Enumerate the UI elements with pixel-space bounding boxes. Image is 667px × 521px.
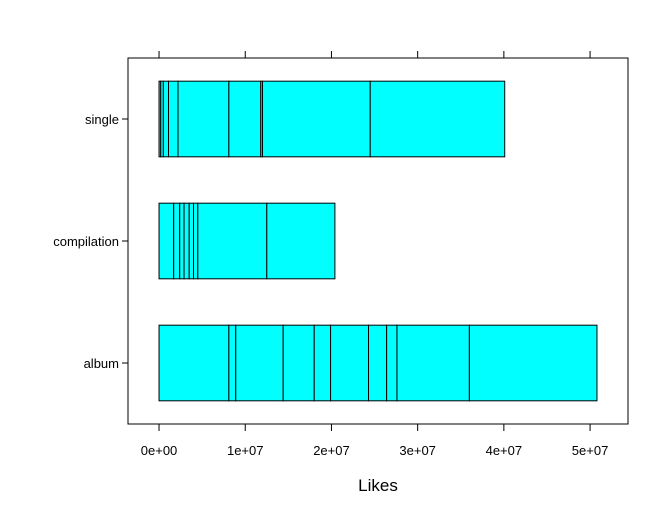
bar-segment-album-7 <box>386 324 398 402</box>
bar-segment-single-4 <box>177 80 230 158</box>
x-tick-label-2: 2e+07 <box>313 443 350 458</box>
bar-segment-single-3 <box>168 80 179 158</box>
y-tick-label-single: single <box>85 112 119 127</box>
bar-segment-album-9 <box>468 324 598 402</box>
bar-segment-album-4 <box>313 324 332 402</box>
bar-segment-compilation-0 <box>158 202 175 280</box>
bar-segment-compilation-7 <box>266 202 336 280</box>
bar-segment-album-3 <box>282 324 315 402</box>
x-axis-top <box>158 51 591 58</box>
bar-segment-compilation-6 <box>197 202 268 280</box>
y-tick-label-compilation: compilation <box>53 234 119 249</box>
x-axis-title: Likes <box>358 476 398 495</box>
bar-segment-album-8 <box>396 324 470 402</box>
bar-segment-album-2 <box>235 324 284 402</box>
bar-segment-compilation-2 <box>179 202 185 280</box>
bar-segment-album-1 <box>228 324 237 402</box>
bar-segment-single-8 <box>369 80 506 158</box>
x-tick-label-1: 1e+07 <box>227 443 264 458</box>
x-tick-label-4: 4e+07 <box>486 443 523 458</box>
bar-segment-album-6 <box>368 324 388 402</box>
bar-segment-single-2 <box>162 80 170 158</box>
x-tick-label-0: 0e+00 <box>141 443 178 458</box>
x-tick-label-5: 5e+07 <box>572 443 609 458</box>
bar-segment-single-7 <box>261 80 371 158</box>
bars-layer <box>158 80 598 402</box>
x-tick-label-3: 3e+07 <box>399 443 436 458</box>
bar-segment-compilation-1 <box>173 202 181 280</box>
y-axis-labels: album compilation single <box>53 112 128 371</box>
x-axis-bottom: 0e+00 1e+07 2e+07 3e+07 4e+07 5e+07 <box>141 424 609 458</box>
bar-segment-single-5 <box>228 80 262 158</box>
y-tick-label-album: album <box>84 356 119 371</box>
bar-segment-album-5 <box>330 324 370 402</box>
bar-segment-compilation-4 <box>188 202 195 280</box>
bar-segment-compilation-5 <box>193 202 199 280</box>
bar-segment-compilation-3 <box>183 202 190 280</box>
bar-segment-album-0 <box>158 324 230 402</box>
